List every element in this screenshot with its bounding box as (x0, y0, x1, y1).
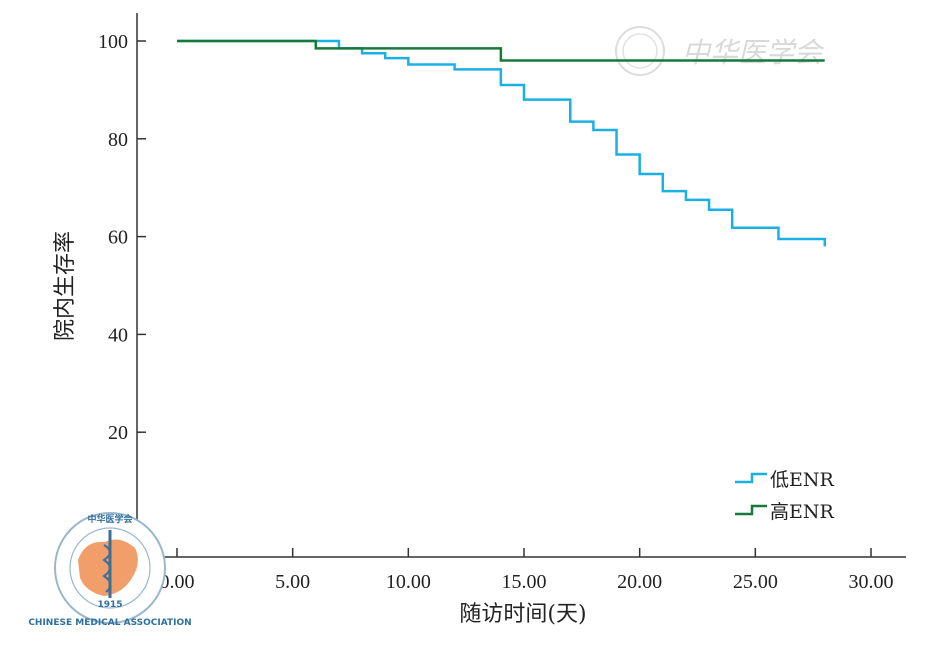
x-ticks: 0.00 5.00 10.00 15.00 20.00 25.00 30.00 (160, 548, 894, 593)
seal-year: 1915 (97, 600, 122, 610)
legend-high-swatch (735, 504, 767, 516)
seal-ring-text: CHINESE MEDICAL ASSOCIATION (28, 618, 191, 628)
x-tick-label: 5.00 (275, 571, 310, 593)
x-tick-label: 30.00 (849, 571, 894, 593)
legend-low-label: 低ENR (770, 469, 834, 491)
watermark-text: 中华医学会 (682, 36, 825, 69)
y-tick-label: 100 (98, 31, 128, 53)
watermark: 中华医学会 (615, 26, 825, 76)
x-tick-label: 10.00 (386, 571, 431, 593)
watermark-seal-icon (615, 26, 665, 76)
series-line-low-enr (177, 39, 826, 247)
seal-map-shape (78, 539, 138, 596)
x-axis-title: 随访时间(天) (459, 602, 586, 627)
legend-high-label: 高ENR (770, 501, 834, 523)
x-tick-label: 25.00 (733, 571, 778, 593)
y-tick-label: 40 (108, 324, 128, 346)
y-axis-title: 院内生存率 (53, 231, 78, 341)
series-group (177, 39, 826, 247)
legend: 低ENR 高ENR (735, 469, 834, 523)
x-tick-label: 15.00 (502, 571, 547, 593)
x-tick-label: 20.00 (617, 571, 662, 593)
association-seal-logo: 中华医学会 CHINESE MEDICAL ASSOCIATION 1915 (28, 512, 192, 628)
y-tick-label: 60 (108, 227, 128, 249)
series-line-high-enr (177, 39, 825, 62)
y-tick-label: 80 (108, 129, 128, 151)
watermark-seal-inner-icon (622, 33, 658, 69)
y-ticks: 020406080100 (98, 31, 146, 542)
x-tick-label: 0.00 (160, 571, 195, 593)
legend-low-swatch (735, 472, 767, 484)
seal-top-text: 中华医学会 (87, 513, 133, 525)
y-tick-label: 20 (108, 422, 128, 444)
